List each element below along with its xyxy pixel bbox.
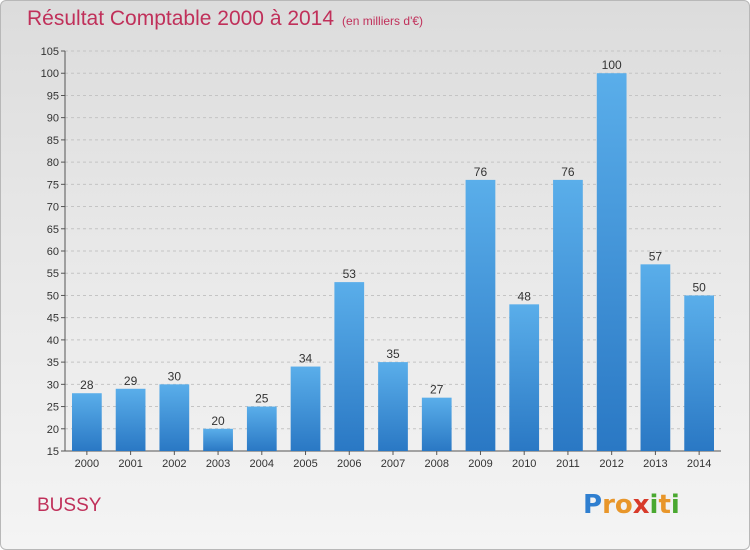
logo-letter: P [583, 490, 603, 520]
y-tick-label: 100 [41, 68, 59, 80]
bar [290, 366, 321, 451]
y-tick-label: 105 [41, 46, 59, 58]
bar [246, 406, 277, 451]
y-tick-label: 40 [47, 335, 59, 347]
chart-title-main: Résultat Comptable 2000 à 2014 [27, 7, 335, 30]
x-tick-label: 2006 [337, 458, 361, 470]
logo-letter: i [649, 490, 659, 520]
y-tick-label: 20 [47, 424, 59, 436]
data-label: 29 [124, 374, 138, 388]
data-label: 35 [386, 347, 400, 361]
y-tick-label: 55 [47, 268, 59, 280]
bar [640, 264, 671, 451]
x-tick-label: 2014 [687, 458, 711, 470]
data-label: 27 [430, 383, 444, 397]
y-tick-label: 90 [47, 113, 59, 125]
bar [203, 428, 233, 451]
data-label: 76 [561, 165, 575, 179]
data-label: 50 [692, 280, 706, 294]
data-label: 34 [299, 352, 313, 366]
logo-letter: t [658, 490, 671, 520]
logo-letter: r [602, 490, 615, 520]
data-label: 28 [80, 378, 94, 392]
bar [159, 384, 190, 451]
x-tick-label: 2012 [599, 458, 623, 470]
logo-letter: x [632, 490, 650, 520]
y-tick-label: 60 [47, 246, 59, 258]
bar [421, 397, 452, 451]
bar [553, 179, 583, 451]
data-label: 20 [211, 414, 225, 428]
y-tick-label: 95 [47, 90, 59, 102]
logo-letter: i [670, 490, 680, 520]
bar [334, 282, 365, 451]
labels-layer: 15 20 25 30 35 40 45 50 55 60 65 70 75 80 85 90 95 100 105… [41, 46, 712, 470]
y-tick-label: 30 [47, 379, 59, 391]
bar [378, 362, 408, 451]
y-tick-label: 65 [47, 224, 59, 236]
bar [465, 179, 496, 451]
x-tick-label: 2013 [643, 458, 667, 470]
x-tick-label: 2007 [381, 458, 405, 470]
y-tick-label: 50 [47, 290, 59, 302]
data-label: 53 [343, 267, 357, 281]
y-tick-label: 45 [47, 313, 59, 325]
data-label: 100 [602, 58, 622, 72]
bar [71, 393, 102, 451]
data-label: 25 [255, 392, 269, 406]
x-tick-label: 2011 [556, 458, 580, 470]
y-tick-label: 80 [47, 157, 59, 169]
y-tick-label: 25 [47, 402, 59, 414]
y-tick-label: 15 [47, 446, 59, 458]
bars-layer [71, 73, 715, 451]
data-label: 30 [168, 369, 182, 383]
proxiti-logo: Proxiti [583, 490, 680, 520]
x-tick-label: 2009 [468, 458, 492, 470]
bar [509, 304, 540, 451]
x-tick-label: 2000 [75, 458, 99, 470]
logo-letter: o [614, 490, 633, 520]
chart-subtitle: (en milliers d'€) [342, 14, 424, 28]
x-tick-label: 2010 [512, 458, 536, 470]
data-label: 76 [474, 165, 488, 179]
y-tick-label: 70 [47, 202, 59, 214]
bar [684, 295, 715, 451]
data-label: 57 [649, 249, 663, 263]
y-tick-label: 75 [47, 179, 59, 191]
data-label: 48 [518, 289, 532, 303]
bar [115, 388, 146, 451]
x-tick-label: 2001 [118, 458, 142, 470]
chart-title: Résultat Comptable 2000 à 2014 (en millie… [27, 7, 423, 31]
x-tick-label: 2005 [293, 458, 317, 470]
x-tick-label: 2008 [424, 458, 448, 470]
x-tick-label: 2003 [206, 458, 230, 470]
bar [596, 73, 627, 451]
y-tick-label: 35 [47, 357, 59, 369]
y-tick-label: 85 [47, 135, 59, 147]
x-tick-label: 2002 [162, 458, 186, 470]
x-tick-label: 2004 [250, 458, 274, 470]
commune-name: BUSSY [37, 495, 102, 516]
